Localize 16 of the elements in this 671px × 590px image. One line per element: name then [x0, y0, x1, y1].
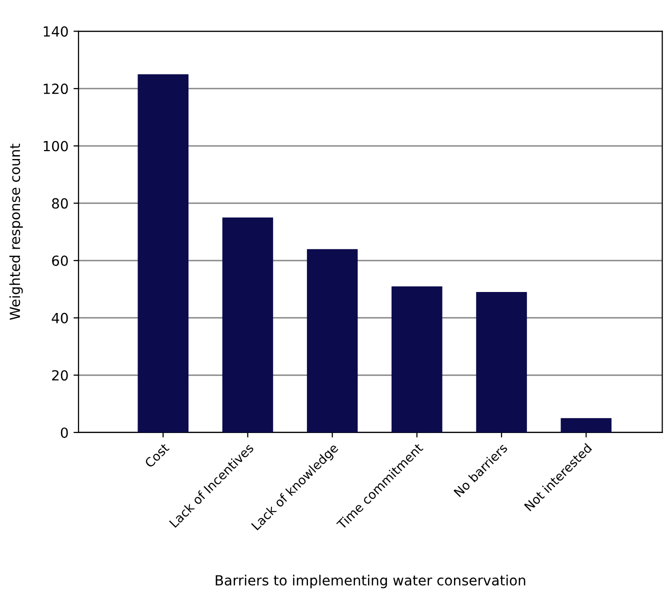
bar — [222, 218, 274, 432]
bar — [138, 74, 188, 432]
y-tick-label: 120 — [44, 84, 68, 94]
y-tick-label: 40 — [52, 312, 68, 324]
y-tick-label: 0 — [60, 427, 68, 438]
y-tick-label: 60 — [52, 255, 68, 266]
y-tick-label: 100 — [44, 140, 68, 152]
bar — [476, 292, 527, 432]
bar — [392, 286, 442, 432]
y-tick-label: 140 — [44, 26, 68, 37]
x-axis-title: Barriers to implementing water conservation — [216, 574, 526, 588]
y-tick-label: 20 — [52, 370, 68, 381]
bar — [306, 249, 358, 432]
bar — [560, 418, 612, 432]
y-tick-label: 80 — [52, 198, 68, 209]
y-axis-title: Weighted response count — [9, 144, 23, 320]
